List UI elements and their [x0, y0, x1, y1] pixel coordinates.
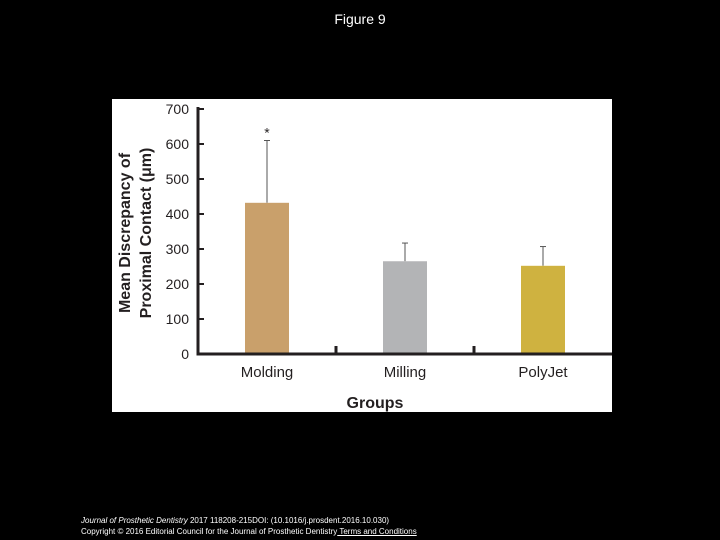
error-bars — [264, 140, 546, 266]
y-tick-label: 200 — [166, 276, 190, 292]
chart-panel: Mean Discrepancy of Proximal Contact (μm… — [112, 99, 612, 412]
copyright-line: Copyright © 2016 Editorial Council for t… — [81, 526, 417, 537]
footer: Journal of Prosthetic Dentistry 2017 118… — [81, 515, 417, 537]
y-tick-label: 0 — [181, 346, 189, 362]
x-axis-tick-labels: Molding Milling PolyJet — [241, 364, 569, 381]
bars — [245, 202, 565, 354]
bar-molding — [245, 202, 289, 354]
x-axis-label: Groups — [347, 395, 404, 412]
terms-and-conditions-link[interactable]: Terms and Conditions — [337, 527, 417, 536]
citation-line: Journal of Prosthetic Dentistry 2017 118… — [81, 515, 417, 526]
y-tick-label: 500 — [166, 171, 190, 187]
y-axis-label: Mean Discrepancy of Proximal Contact (μm… — [117, 148, 155, 319]
y-axis-ticks: 0 100 200 300 400 500 600 700 — [166, 101, 204, 362]
axes — [196, 107, 612, 356]
journal-name: Journal of Prosthetic Dentistry — [81, 516, 188, 525]
y-axis-label-line2: Proximal Contact (μm) — [138, 148, 155, 319]
bar-chart: Mean Discrepancy of Proximal Contact (μm… — [117, 101, 612, 412]
y-tick-label: 700 — [166, 101, 190, 117]
y-tick-label: 300 — [166, 241, 190, 257]
x-tick-label-milling: Milling — [384, 364, 427, 381]
y-tick-label: 600 — [166, 136, 190, 152]
copyright-text: Copyright © 2016 Editorial Council for t… — [81, 527, 338, 536]
significance-marker: * — [264, 125, 270, 141]
citation-text: 2017 118208-215DOI: (10.1016/j.prosdent.… — [187, 516, 390, 525]
y-axis-label-line1: Mean Discrepancy of — [117, 152, 134, 313]
annotations: * — [264, 125, 270, 141]
x-tick-label-molding: Molding — [241, 364, 294, 381]
figure-title: Figure 9 — [334, 11, 386, 27]
bar-polyjet — [521, 265, 565, 354]
y-tick-label: 100 — [166, 311, 190, 327]
y-tick-label: 400 — [166, 206, 190, 222]
bar-milling — [383, 261, 427, 354]
x-tick-label-polyjet: PolyJet — [518, 364, 568, 381]
